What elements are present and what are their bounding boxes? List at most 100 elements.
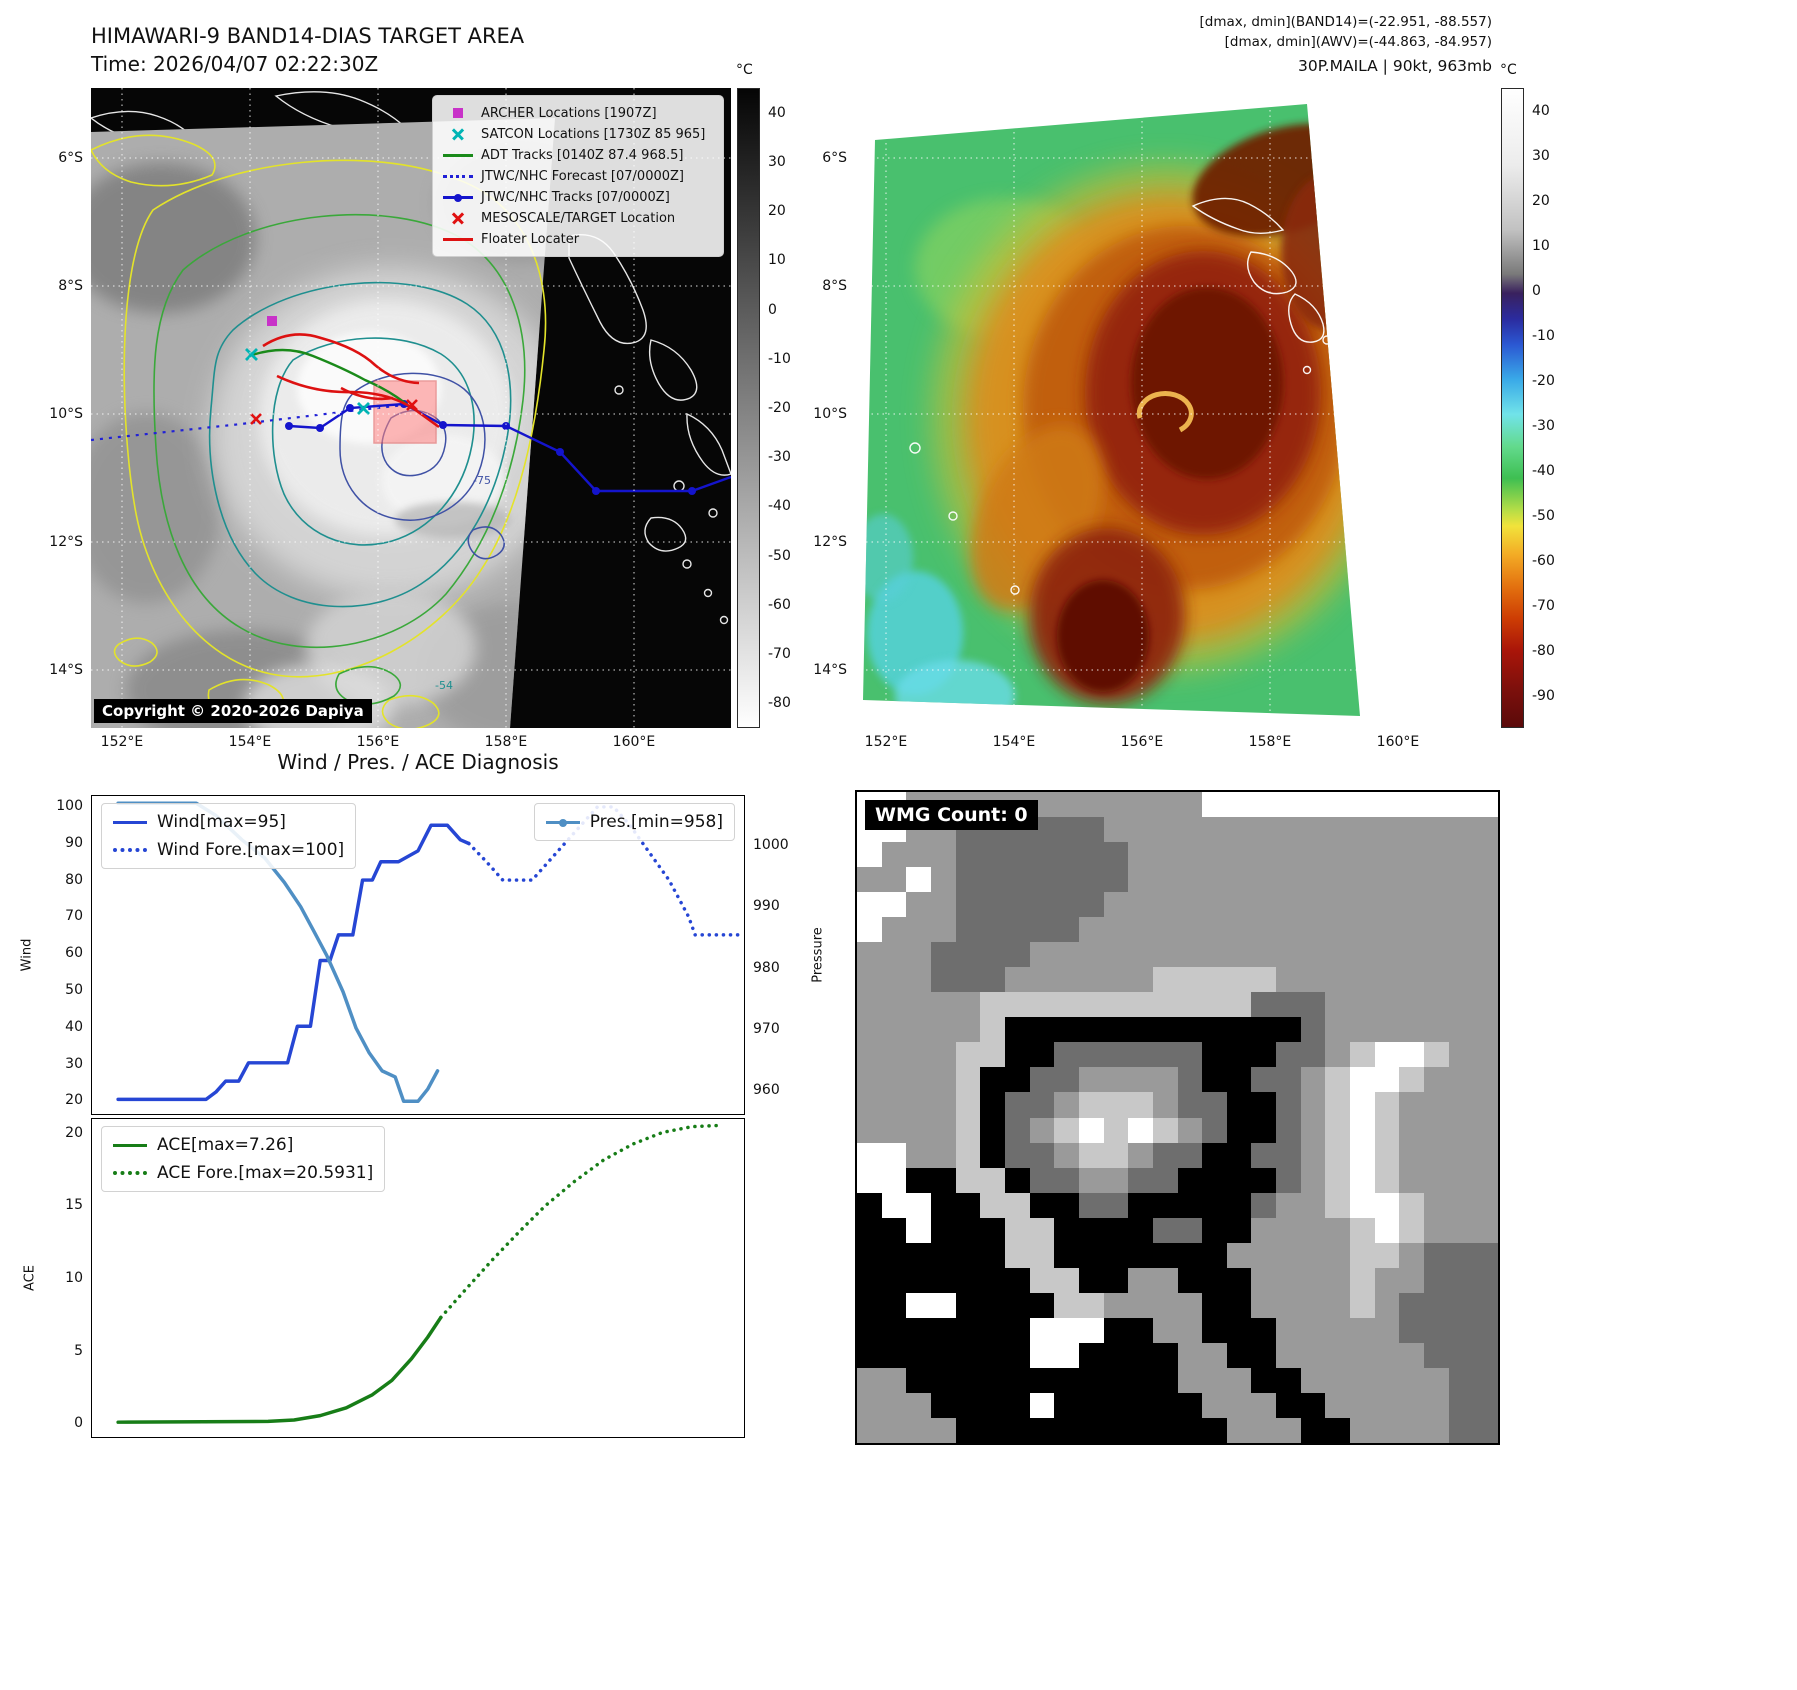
wmg-cell bbox=[980, 1292, 1005, 1318]
wmg-cell bbox=[1029, 1317, 1055, 1343]
wmg-cell bbox=[1325, 1167, 1351, 1193]
wmg-cell bbox=[1226, 1142, 1252, 1168]
wmg-cell bbox=[930, 1117, 956, 1143]
wmg-cell bbox=[1325, 1292, 1351, 1318]
tick-label: 8°S bbox=[58, 278, 83, 295]
tick-label: 30 bbox=[65, 1055, 83, 1072]
legend-item-ace-forecast: ACE Fore.[max=20.5931] bbox=[113, 1163, 373, 1183]
wmg-cell bbox=[1473, 1317, 1498, 1343]
wmg-cell bbox=[1399, 1167, 1425, 1193]
wmg-cell bbox=[1276, 842, 1301, 868]
wmg-cell bbox=[980, 917, 1005, 943]
wmg-cell bbox=[881, 1042, 907, 1068]
wmg-cell bbox=[1078, 967, 1104, 993]
wmg-cell bbox=[1251, 1142, 1277, 1168]
wmg-cell bbox=[1152, 1092, 1178, 1118]
wmg-cell bbox=[1276, 1167, 1301, 1193]
wmg-cell bbox=[1202, 942, 1227, 968]
wmg-cell bbox=[1029, 967, 1055, 993]
wmg-cell bbox=[1325, 1267, 1351, 1293]
wmg-cell bbox=[1276, 1092, 1301, 1118]
wmg-cell bbox=[1054, 842, 1079, 868]
wmg-cell bbox=[930, 1217, 956, 1243]
wmg-cell bbox=[1424, 792, 1449, 818]
wmg-cell bbox=[1473, 1167, 1498, 1193]
wmg-cell bbox=[955, 1142, 981, 1168]
wmg-cell bbox=[1078, 942, 1104, 968]
wmg-cell bbox=[1473, 792, 1498, 818]
tick-label: -40 bbox=[1532, 463, 1555, 480]
wmg-cell bbox=[1128, 917, 1153, 943]
wmg-cell bbox=[857, 942, 882, 968]
tick-label: 40 bbox=[768, 104, 786, 121]
dmax-dmin-band14: [dmax, dmin](BAND14)=(-22.951, -88.557) bbox=[1199, 14, 1492, 30]
wmg-cell bbox=[1029, 1267, 1055, 1293]
wmg-cell bbox=[881, 1392, 907, 1418]
wmg-cell bbox=[1078, 1342, 1104, 1368]
wmg-cell bbox=[1177, 1242, 1203, 1268]
wmg-cell bbox=[857, 1142, 882, 1168]
wmg-cell bbox=[930, 1042, 956, 1068]
wmg-cell bbox=[1276, 792, 1301, 818]
tick-label: 30 bbox=[1532, 147, 1550, 164]
wmg-cell bbox=[1374, 1342, 1400, 1368]
wmg-cell bbox=[1473, 1292, 1498, 1318]
wmg-cell bbox=[1202, 892, 1227, 918]
ace-y-tick-labels: 20 15 10 5 0 bbox=[43, 1118, 87, 1438]
wmg-cell bbox=[1078, 1067, 1104, 1093]
wmg-cell bbox=[1103, 792, 1129, 818]
wmg-cell bbox=[1029, 1367, 1055, 1393]
awv-eye-swirl bbox=[1136, 390, 1194, 433]
wmg-cell bbox=[881, 1192, 907, 1218]
wmg-cell bbox=[881, 892, 907, 918]
wmg-cell bbox=[1473, 867, 1498, 893]
wmg-cell bbox=[1448, 1367, 1474, 1393]
wmg-cell bbox=[955, 867, 981, 893]
wmg-cell bbox=[1350, 992, 1375, 1018]
wmg-cell bbox=[955, 967, 981, 993]
wmg-cell bbox=[1325, 992, 1351, 1018]
wmg-cell bbox=[1004, 1292, 1030, 1318]
wmg-cell bbox=[980, 1192, 1005, 1218]
wmg-cell bbox=[1029, 917, 1055, 943]
wmg-cell bbox=[930, 1192, 956, 1218]
wmg-cell bbox=[1300, 1367, 1326, 1393]
wmg-cell bbox=[1399, 1117, 1425, 1143]
wmg-cell bbox=[1128, 1067, 1153, 1093]
band14-legend: ARCHER Locations [1907Z] SATCON Location… bbox=[432, 95, 724, 257]
wmg-cell bbox=[881, 967, 907, 993]
wmg-cell bbox=[1078, 1142, 1104, 1168]
series-ace bbox=[116, 1315, 443, 1424]
wmg-cell bbox=[930, 1092, 956, 1118]
wmg-cell bbox=[1350, 792, 1375, 818]
wmg-cell bbox=[1202, 1267, 1227, 1293]
wmg-cell bbox=[1202, 1217, 1227, 1243]
wmg-cell bbox=[1078, 1092, 1104, 1118]
wmg-cell bbox=[1103, 817, 1129, 843]
red-x-icon bbox=[452, 212, 464, 224]
wmg-cell bbox=[1325, 942, 1351, 968]
wmg-cell bbox=[1226, 1192, 1252, 1218]
wmg-cell bbox=[881, 1017, 907, 1043]
wmg-cell bbox=[955, 1317, 981, 1343]
wmg-cell bbox=[1300, 867, 1326, 893]
wmg-cell bbox=[1177, 1417, 1203, 1443]
wmg-cell bbox=[1226, 892, 1252, 918]
wmg-cell bbox=[1325, 1417, 1351, 1443]
tick-label: 960 bbox=[753, 1081, 780, 1098]
wmg-cell bbox=[906, 1392, 931, 1418]
tick-label: -70 bbox=[1532, 598, 1555, 615]
wmg-cell bbox=[1004, 1142, 1030, 1168]
wmg-cell bbox=[906, 1067, 931, 1093]
wmg-cell bbox=[857, 1117, 882, 1143]
wmg-cell bbox=[1004, 1117, 1030, 1143]
wmg-cell bbox=[1152, 842, 1178, 868]
wmg-cell bbox=[955, 1017, 981, 1043]
wmg-cell bbox=[1399, 992, 1425, 1018]
wmg-cell bbox=[1399, 1217, 1425, 1243]
wmg-cell bbox=[1054, 1042, 1079, 1068]
wmg-cell bbox=[1128, 1042, 1153, 1068]
wmg-cell bbox=[1177, 1042, 1203, 1068]
wmg-cell bbox=[1004, 1192, 1030, 1218]
wmg-cell bbox=[1177, 1367, 1203, 1393]
